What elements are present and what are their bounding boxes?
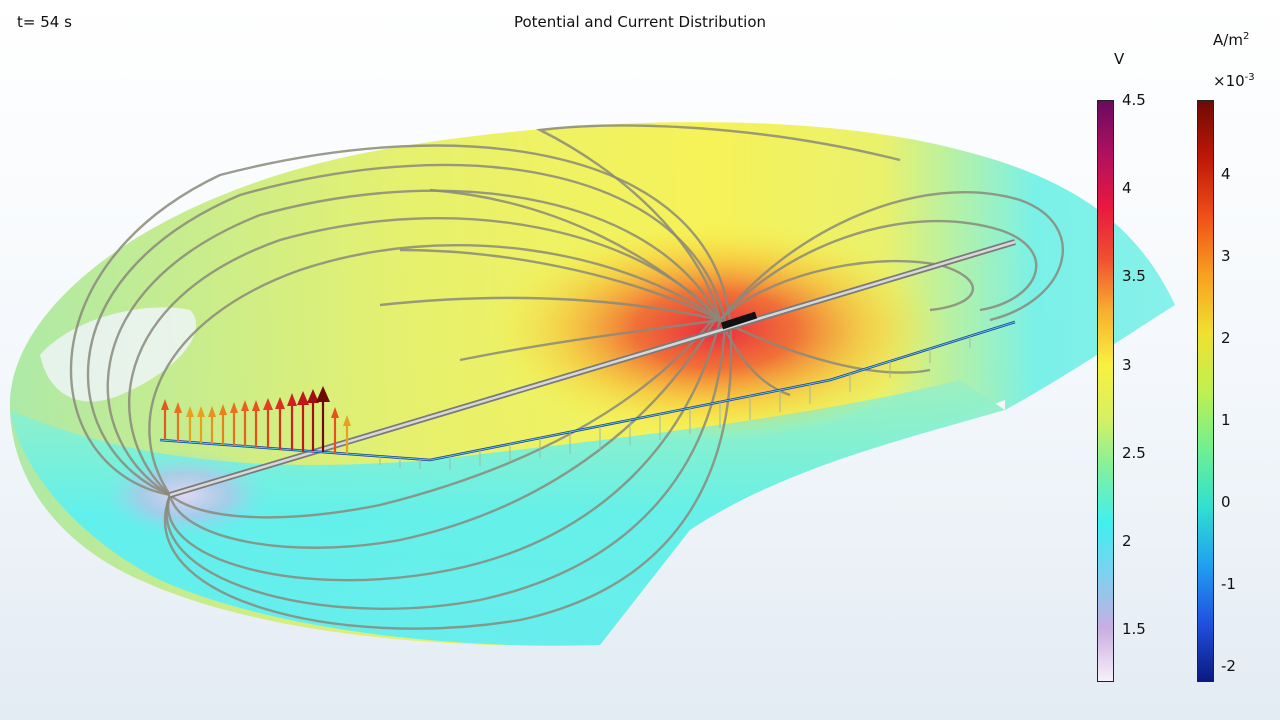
current-streamlines xyxy=(69,124,1064,630)
legend_potential-tick: 4 xyxy=(1122,179,1132,198)
current-scale-exp: -3 xyxy=(1244,72,1255,83)
legend_current-tick: 4 xyxy=(1221,164,1231,183)
legend_potential-tick: 1.5 xyxy=(1122,620,1146,639)
current-color-bar xyxy=(1197,100,1214,682)
legend_current-tick: 1 xyxy=(1221,410,1231,429)
lower-disk xyxy=(10,380,1005,646)
current-unit-exp: 2 xyxy=(1242,31,1250,42)
legend_current-tick: 3 xyxy=(1221,246,1231,265)
current-unit-label: A/m2 xyxy=(1213,31,1249,49)
current-density-arrows xyxy=(161,336,971,470)
current-scale-label: ×10-3 xyxy=(1213,72,1255,90)
potential-color-bar xyxy=(1097,100,1114,682)
potential-unit-label: V xyxy=(1114,50,1125,68)
electrode-rod xyxy=(169,239,1016,498)
legend_current-tick: 2 xyxy=(1221,328,1231,347)
time-unit: s xyxy=(64,13,72,31)
time-prefix: t= xyxy=(17,13,36,31)
legend_potential-tick: 4.5 xyxy=(1122,91,1146,109)
legend_potential-tick: 2 xyxy=(1122,531,1132,550)
legend_potential-tick: 2.5 xyxy=(1122,443,1146,462)
current-unit-base: A/m xyxy=(1213,31,1243,49)
time-label: t= 54 s xyxy=(17,13,72,31)
cold-region xyxy=(95,450,275,540)
cutout xyxy=(40,307,197,402)
legend_potential-tick: 3 xyxy=(1122,355,1132,374)
current-scale-base: ×10 xyxy=(1213,72,1245,90)
legend_current-tick: 0 xyxy=(1221,492,1231,511)
coupling-segment xyxy=(720,311,758,330)
model-surface xyxy=(9,122,1175,646)
legend_current-tick: -1 xyxy=(1221,574,1236,593)
time-value: 54 xyxy=(40,13,60,31)
legend_potential-tick: 3.5 xyxy=(1122,267,1146,286)
legend_current-tick: -2 xyxy=(1221,656,1236,675)
plot-title: Potential and Current Distribution xyxy=(513,13,767,31)
